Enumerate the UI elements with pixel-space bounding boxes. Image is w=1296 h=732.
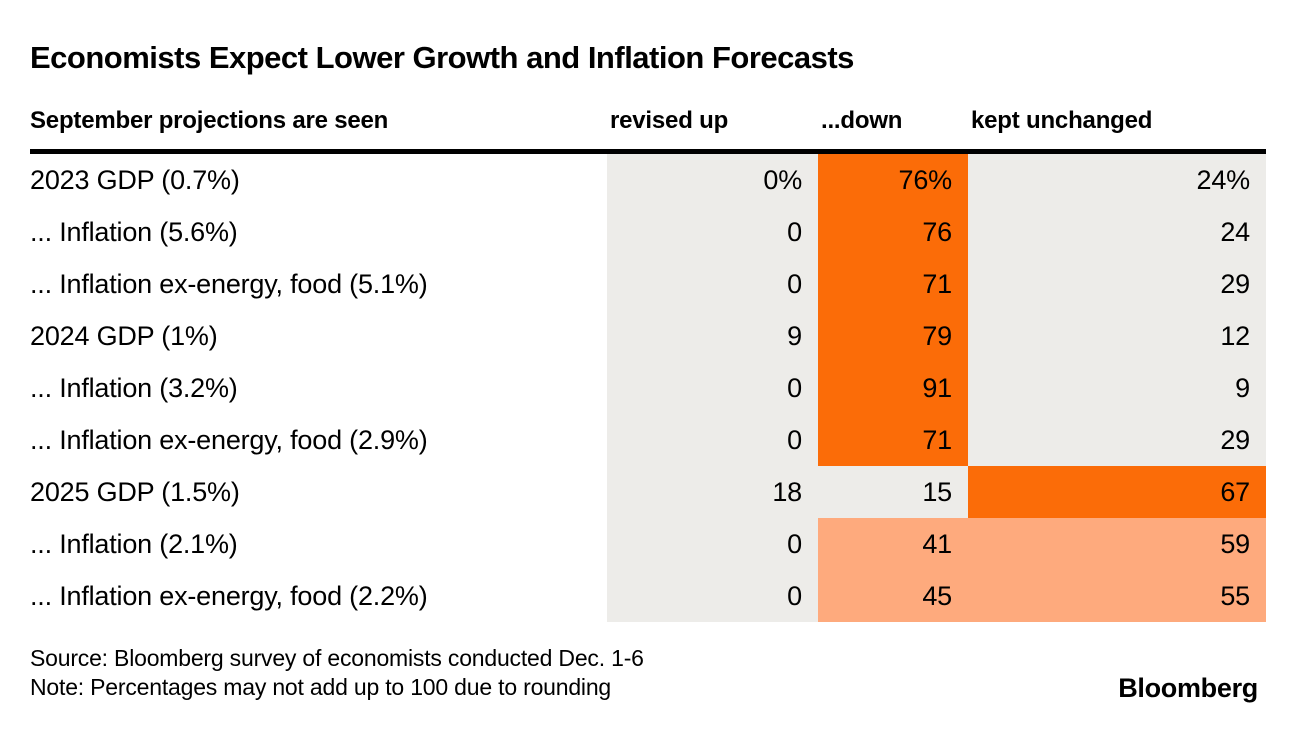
table-row: 2023 GDP (0.7%) 0% 76% 24% (30, 154, 1266, 206)
cell-down: 76 (818, 206, 968, 258)
table-row: ... Inflation ex-energy, food (2.2%) 0 4… (30, 570, 1266, 622)
table-row: ... Inflation ex-energy, food (5.1%) 0 7… (30, 258, 1266, 310)
row-label: ... Inflation (3.2%) (30, 373, 238, 403)
table-row: ... Inflation (3.2%) 0 91 9 (30, 362, 1266, 414)
cell-revised-up: 0% (607, 154, 818, 206)
cell-revised-up: 9 (607, 310, 818, 362)
column-header-row: September projections are seen revised u… (30, 106, 1266, 136)
cell-down: 91 (818, 362, 968, 414)
cell-kept-unchanged: 29 (968, 414, 1266, 466)
row-label: ... Inflation (2.1%) (30, 529, 238, 559)
cell-down: 71 (818, 414, 968, 466)
cell-down: 76% (818, 154, 968, 206)
cell-kept-unchanged: 24 (968, 206, 1266, 258)
cell-down: 15 (818, 466, 968, 518)
bloomberg-logo: Bloomberg (1118, 673, 1258, 703)
table-row: 2025 GDP (1.5%) 18 15 67 (30, 466, 1266, 518)
cell-down: 71 (818, 258, 968, 310)
cell-down: 79 (818, 310, 968, 362)
cell-revised-up: 0 (607, 414, 818, 466)
table-row: ... Inflation (2.1%) 0 41 59 (30, 518, 1266, 570)
cell-kept-unchanged: 55 (968, 570, 1266, 622)
table-row: ... Inflation ex-energy, food (2.9%) 0 7… (30, 414, 1266, 466)
column-header-kept-unchanged: kept unchanged (971, 107, 1153, 134)
note-line: Note: Percentages may not add up to 100 … (30, 674, 612, 700)
row-label: ... Inflation (5.6%) (30, 217, 238, 247)
cell-revised-up: 0 (607, 258, 818, 310)
cell-kept-unchanged: 24% (968, 154, 1266, 206)
column-header-revised-up: revised up (610, 107, 729, 134)
column-header-down: ...down (821, 107, 903, 134)
chart-content: Economists Expect Lower Growth and Infla… (30, 0, 1266, 702)
cell-revised-up: 0 (607, 206, 818, 258)
cell-revised-up: 0 (607, 362, 818, 414)
cell-kept-unchanged: 59 (968, 518, 1266, 570)
row-label: ... Inflation ex-energy, food (2.2%) (30, 581, 428, 611)
source-line: Source: Bloomberg survey of economists c… (30, 645, 644, 671)
chart-title: Economists Expect Lower Growth and Infla… (30, 40, 854, 75)
row-label: 2023 GDP (0.7%) (30, 165, 240, 195)
row-label: 2025 GDP (1.5%) (30, 477, 240, 507)
header-separator-rule (30, 149, 1266, 154)
cell-revised-up: 0 (607, 518, 818, 570)
cell-kept-unchanged: 9 (968, 362, 1266, 414)
cell-kept-unchanged: 67 (968, 466, 1266, 518)
cell-down: 41 (818, 518, 968, 570)
table-row: 2024 GDP (1%) 9 79 12 (30, 310, 1266, 362)
cell-kept-unchanged: 12 (968, 310, 1266, 362)
row-label: 2024 GDP (1%) (30, 321, 218, 351)
row-label: ... Inflation ex-energy, food (2.9%) (30, 425, 428, 455)
cell-kept-unchanged: 29 (968, 258, 1266, 310)
row-label: ... Inflation ex-energy, food (5.1%) (30, 269, 428, 299)
data-table: 2023 GDP (0.7%) 0% 76% 24% ... Inflation… (30, 154, 1266, 622)
footnotes: Source: Bloomberg survey of economists c… (30, 644, 1266, 702)
table-row: ... Inflation (5.6%) 0 76 24 (30, 206, 1266, 258)
cell-down: 45 (818, 570, 968, 622)
row-header-label: September projections are seen (30, 107, 389, 134)
cell-revised-up: 18 (607, 466, 818, 518)
cell-revised-up: 0 (607, 570, 818, 622)
